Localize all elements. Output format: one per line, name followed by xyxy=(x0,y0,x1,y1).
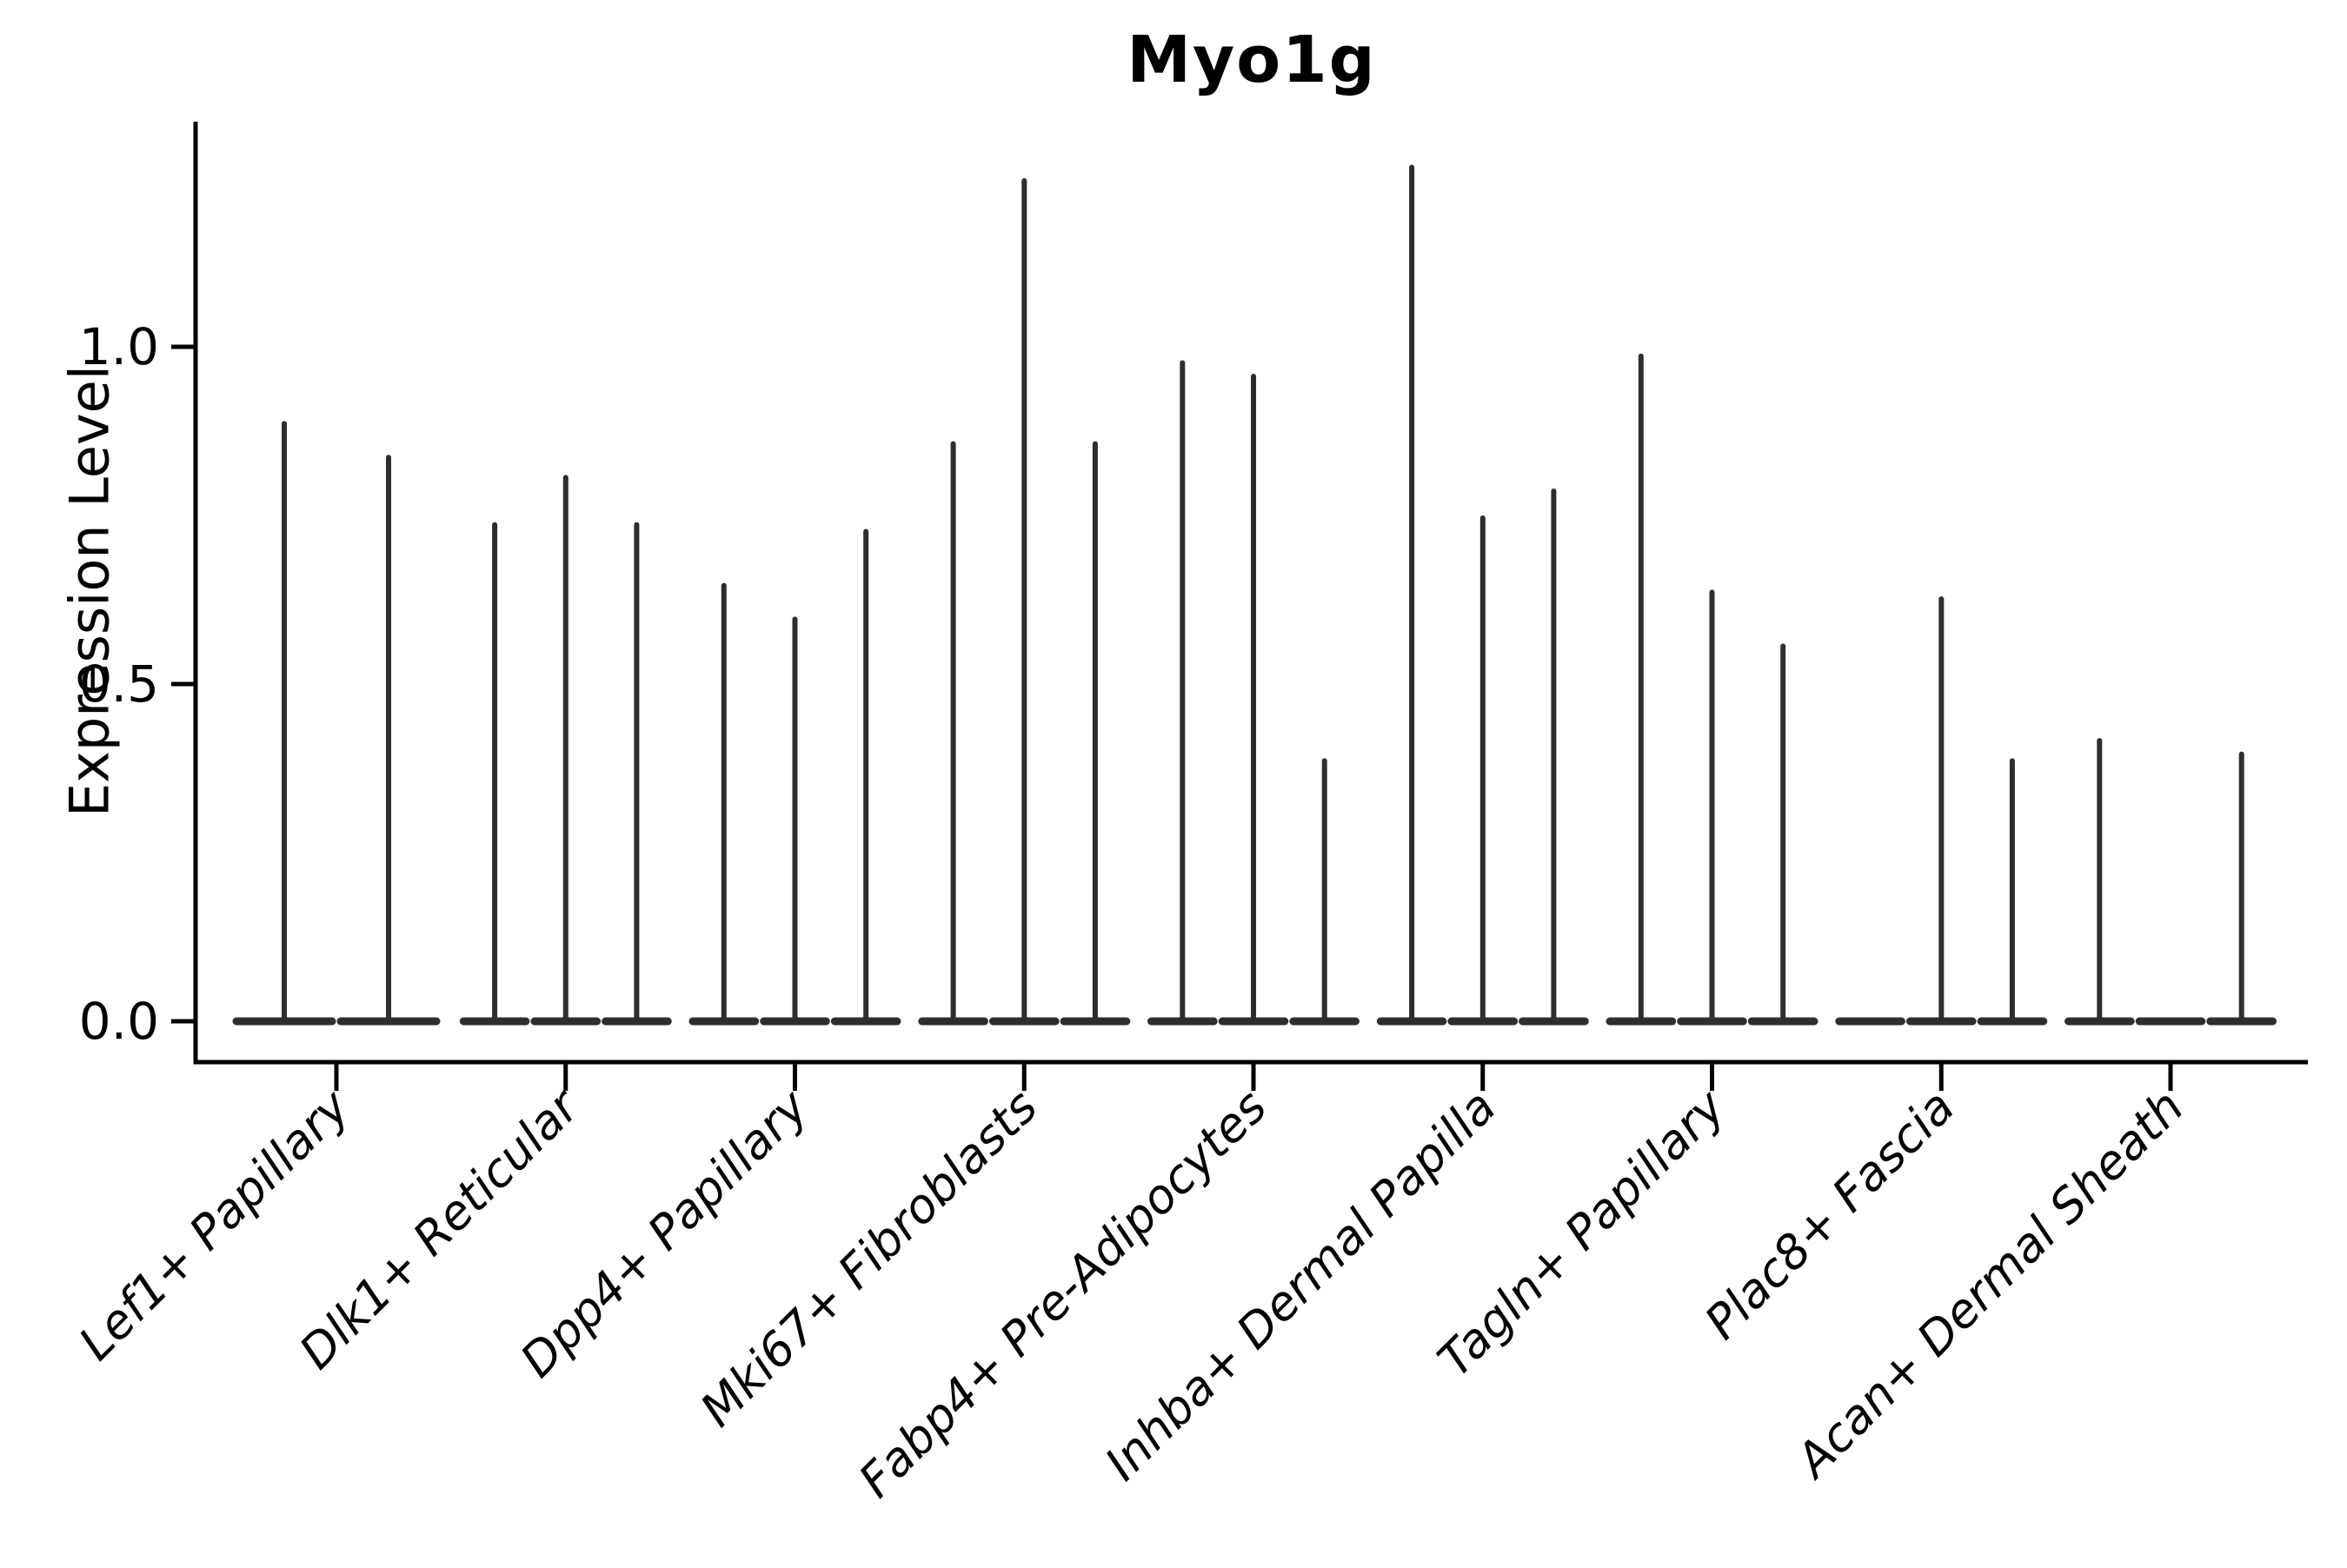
y-tick-label: 0.5 xyxy=(79,654,159,714)
y-tick-label: 1.0 xyxy=(79,317,159,376)
chart-title: Myo1g xyxy=(1127,23,1377,97)
violin-group xyxy=(1835,596,2048,1026)
violin-group xyxy=(1606,353,1818,1026)
violin-group xyxy=(1376,164,1589,1026)
violin-group xyxy=(1147,360,1360,1026)
axis-spines xyxy=(193,122,2308,1065)
y-axis-label: Expression Level xyxy=(57,365,122,817)
x-tick-label: Acan+ Dermal Sheath xyxy=(1784,1080,2194,1490)
y-tick-label: 0.0 xyxy=(79,992,159,1051)
violin-group xyxy=(459,475,672,1026)
violin-group xyxy=(688,528,901,1026)
violin-group xyxy=(232,421,441,1026)
x-tick-label: Inhba+ Dermal Papilla xyxy=(1094,1080,1506,1492)
violin-group xyxy=(918,178,1131,1026)
violin-group xyxy=(2064,738,2277,1026)
x-tick-label: Fabp4+ Pre-Adipocytes xyxy=(848,1080,1277,1508)
